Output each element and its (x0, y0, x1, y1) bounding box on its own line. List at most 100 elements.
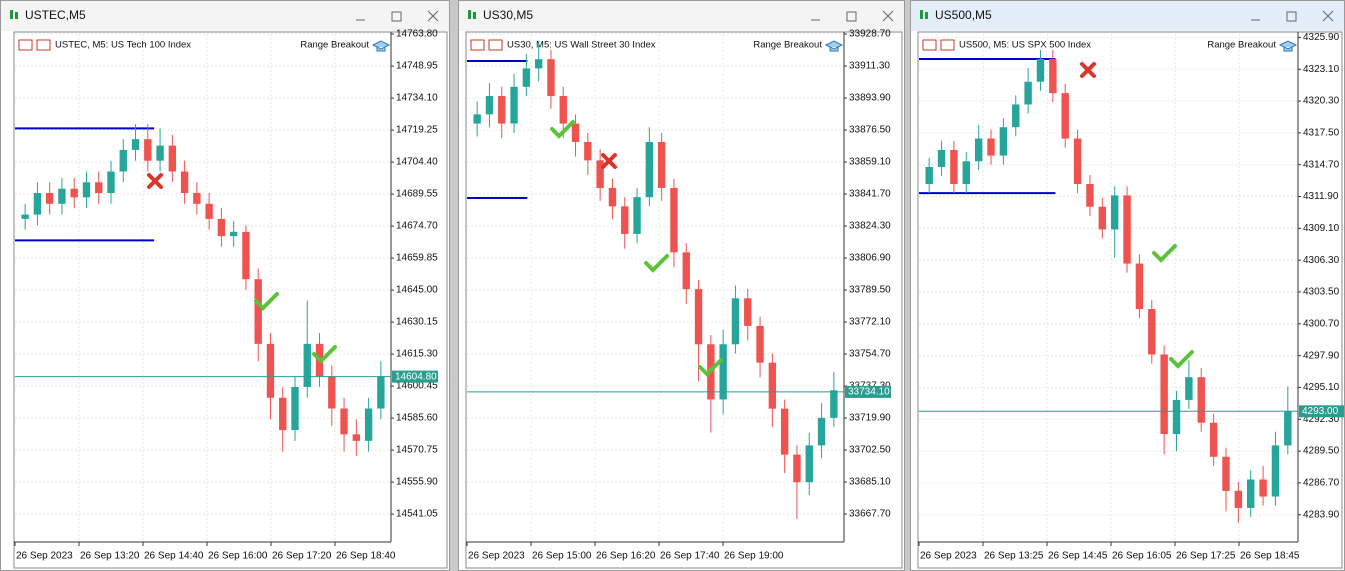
candle-body (937, 149, 946, 167)
candle-body (1185, 377, 1193, 400)
loss-icon (1080, 62, 1096, 78)
win-icon (1169, 350, 1194, 369)
close-button[interactable] (882, 10, 894, 22)
candle-body (633, 197, 641, 234)
candle-body (279, 397, 287, 431)
x-tick-label: 26 Sep 13:25 (984, 551, 1044, 562)
win-icon (254, 292, 279, 311)
last-price-label: 4293.00 (1302, 406, 1339, 417)
chart-subtitle: US500, M5: US SPX 500 Index (959, 40, 1091, 51)
y-tick-label: 4311.90 (1303, 191, 1339, 202)
candle-body (547, 59, 555, 96)
y-tick-label: 4317.50 (1303, 128, 1340, 139)
candle-body (925, 166, 933, 185)
y-tick-label: 33806.90 (849, 253, 891, 264)
candle-body (1036, 59, 1045, 82)
close-button[interactable] (427, 10, 439, 22)
last-price-box (845, 385, 891, 398)
y-tick-label: 33928.70 (849, 29, 891, 40)
x-tick-label: 26 Sep 17:25 (1176, 551, 1236, 562)
indicator-icon (371, 40, 391, 52)
candle-body (498, 95, 506, 124)
candle-body (534, 59, 543, 69)
chart-subtitle: US30, M5: US Wall Street 30 Index (507, 40, 656, 51)
indicator-icon (1278, 40, 1298, 52)
candle-body (621, 206, 629, 234)
candle-body (82, 182, 91, 198)
y-tick-label: 33876.50 (849, 125, 891, 136)
y-tick-label: 14719.25 (396, 125, 438, 136)
chart-window[interactable]: USTEC,M5 14763.80 14748.95 14734.10 14719.25… (0, 0, 450, 571)
x-tick-label: 26 Sep 19:00 (724, 551, 784, 562)
candle-body (1098, 206, 1107, 230)
candle-body (473, 114, 481, 124)
candle-body (33, 193, 42, 215)
candle-body (180, 171, 189, 194)
x-tick-label: 26 Sep 2023 (16, 551, 73, 562)
candle-body (584, 141, 592, 161)
x-tick-label: 26 Sep 14:40 (144, 551, 204, 562)
y-tick-label: 4289.50 (1303, 446, 1340, 457)
x-tick-label: 26 Sep 15:00 (532, 551, 592, 562)
candle-body (58, 188, 66, 204)
candle-body (657, 141, 666, 188)
x-tick-label: 26 Sep 18:40 (336, 551, 396, 562)
candle-body (340, 408, 348, 435)
window-title: US30,M5 (483, 8, 533, 22)
chart-window[interactable]: US30,M5 33928.70 33911.30 33893.90 33876.50 3… (458, 0, 905, 571)
y-tick-label: 33685.10 (849, 477, 891, 488)
y-tick-label: 4325.90 (1303, 32, 1340, 43)
close-button[interactable] (1322, 10, 1334, 22)
y-tick-label: 4306.30 (1303, 255, 1340, 266)
x-tick-label: 26 Sep 2023 (468, 551, 525, 562)
candle-body (974, 138, 983, 162)
candle-body (1197, 377, 1205, 423)
candle-body (1284, 411, 1292, 446)
y-tick-label: 33824.30 (849, 221, 891, 232)
candle-body (364, 408, 373, 441)
candle-body (156, 145, 164, 161)
y-tick-label: 14615.30 (396, 349, 438, 360)
chart: US500,M5 4325.90 4323.10 4320.30 4317.50 4314… (911, 1, 1344, 569)
candle-body (1110, 195, 1119, 230)
candle-body (144, 139, 152, 161)
candle-body (168, 145, 177, 172)
candle-body (682, 252, 690, 290)
y-tick-label: 33772.10 (849, 317, 891, 328)
loss-icon (147, 173, 163, 189)
candle-body (510, 86, 518, 124)
candle-body (328, 376, 336, 409)
candle-body (596, 160, 604, 188)
candle-body (780, 408, 789, 455)
maximize-button[interactable] (391, 11, 402, 22)
indicator-name: Range Breakout (300, 40, 369, 51)
maximize-button[interactable] (1286, 11, 1297, 22)
win-icon (698, 358, 723, 377)
last-price-label: 33734.10 (848, 387, 890, 398)
candle-body (999, 127, 1008, 156)
header-icon (470, 39, 485, 51)
candle-body (805, 445, 813, 483)
y-tick-label: 14570.75 (396, 445, 438, 456)
candle-body (1271, 445, 1280, 497)
candle-body (303, 343, 311, 387)
candle-body (694, 289, 703, 345)
candle-body (45, 193, 54, 204)
candle-body (229, 231, 238, 237)
candle-body (1209, 422, 1218, 457)
chart-window[interactable]: US500,M5 4325.90 4323.10 4320.30 4317.50 4314… (910, 0, 1345, 571)
win-icon (550, 120, 575, 139)
y-tick-label: 4295.10 (1303, 382, 1340, 393)
maximize-button[interactable] (846, 11, 857, 22)
y-tick-label: 14689.55 (396, 189, 438, 200)
y-tick-label: 4309.10 (1303, 223, 1340, 234)
window-icon (10, 10, 13, 19)
candle-body (571, 123, 580, 142)
y-tick-label: 33911.30 (849, 61, 890, 72)
window-icon (920, 10, 923, 19)
candle-body (21, 214, 29, 219)
candle-body (352, 434, 361, 441)
candle-body (205, 203, 213, 219)
y-tick-label: 4303.50 (1303, 287, 1340, 298)
